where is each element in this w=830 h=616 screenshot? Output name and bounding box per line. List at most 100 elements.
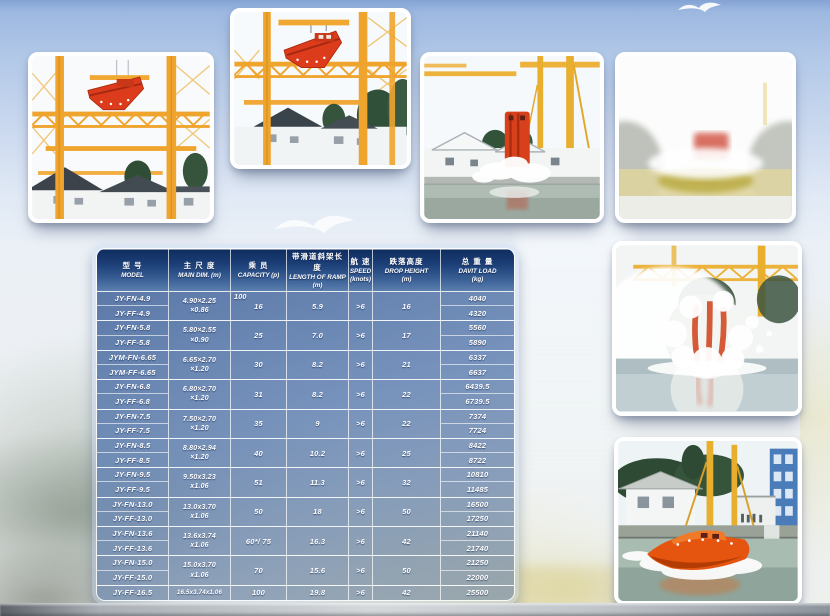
header-zh: 跌落高度 [389,257,424,267]
davit-load-cell: 4320 [441,306,514,320]
model-label: JY-FN-8.5 [114,440,151,450]
spec-table-panel: 型 号 MODEL 主 尺 度 MAIN DIM. (m) 乘 员 CAPACI… [92,244,519,605]
davit-load-cell: 6637 [441,365,514,379]
header-en: DAVIT LOAD (kg) [458,268,497,283]
davit-load-cell: 21140 [441,527,514,542]
main-dim-line1: 16.5x3.74x1.06 [176,588,223,596]
ramp-length-cell: 9 [287,409,349,438]
main-dim-line2: x1.06 [190,571,209,579]
capacity-value: 70 [254,566,263,576]
main-dim-line2: x1.06 [190,542,209,550]
main-dim-cell: 5.80×2.55 ×0.90 [169,321,231,350]
table-row-group: JY-FN-7.5 JY-FF-7.5 7.50×2.70 ×1.20 35 9… [97,408,514,438]
model-cell: JY-FF-13.6 [97,541,169,556]
capacity-value: 35 [254,419,263,429]
table-row-group: JY-FN-13.6 JY-FF-13.6 13.6x3.74 x1.06 60… [97,526,514,556]
davit-load-cell: 10810 [441,468,514,483]
model-label: JYM-FN-6.65 [108,352,157,362]
photo-lifeboat-afloat [614,437,802,605]
drop-height-cell: 25 [373,438,441,468]
table-header-row: 型 号 MODEL 主 尺 度 MAIN DIM. (m) 乘 员 CAPACI… [97,249,514,292]
davit-load-value: 21140 [466,529,489,539]
table-row-group: JY-FF-16.5 16.5x3.74x1.06 100 19.8 >6 42… [97,584,514,600]
capacity-cell: 100 [231,585,287,600]
drop-height-value: 50 [402,507,411,517]
model-label: JY-FN-6.8 [114,382,151,392]
main-dim-cell: 8.80×2.94 ×1.20 [169,438,231,468]
model-cell: JY-FF-13.0 [97,511,169,526]
main-dim-line2: x1.06 [190,483,209,491]
header-zh: 航 速 [350,257,371,267]
drop-height-cell: 42 [373,527,441,556]
capacity-cell: 40 [231,438,287,468]
model-cell: JY-FN-5.8 [97,321,169,336]
table-row-group: JY-FN-8.5 JY-FF-8.5 8.80×2.94 ×1.20 40 1… [97,437,514,468]
ramp-length-value: 9 [315,419,320,429]
ramp-length-value: 8.2 [311,389,324,399]
ramp-length-cell: 10.2 [287,438,349,468]
model-label: JY-FF-4.9 [114,308,150,318]
main-dim-cell: 16.5x3.74x1.06 [169,585,231,600]
speed-value: >6 [356,389,365,399]
capacity-value: 60*/ 75 [245,536,272,546]
capacity-value: 16 [254,301,263,311]
speed-value: >6 [356,566,365,576]
capacity-note: 100 [234,292,247,301]
model-label: JY-FN-4.9 [114,294,151,304]
column-header-main-dim: 主 尺 度 MAIN DIM. (m) [169,249,231,291]
davit-load-value: 7374 [468,411,487,421]
capacity-value: 51 [254,477,263,487]
davit-load-cell: 21740 [441,541,514,555]
model-cell: JY-FN-7.5 [97,409,169,424]
ramp-length-cell: 11.3 [287,468,349,497]
davit-load-cell: 22000 [441,571,514,585]
ramp-length-value: 5.9 [311,301,324,311]
drop-height-cell: 42 [373,585,441,600]
davit-load-cell: 6739.5 [441,394,514,408]
model-cell: JY-FN-13.0 [97,497,169,512]
davit-load-value: 21250 [466,558,489,568]
model-label: JY-FF-5.8 [114,338,150,348]
speed-value: >6 [356,331,365,341]
lifeboat-mist-illustration [619,56,792,219]
model-cell: JY-FF-16.5 [97,585,169,600]
header-zh: 乘 员 [248,261,269,271]
table-row-group: JY-FN-9.5 JY-FF-9.5 9.50x3.23 x1.06 51 1… [97,467,514,497]
davit-load-cell: 8722 [441,453,514,467]
ramp-length-cell: 16.3 [287,527,349,556]
model-cell: JY-FN-9.5 [97,468,169,483]
davit-load-cell: 17250 [441,512,514,526]
davit-load-value: 6439.5 [465,382,490,392]
drop-height-cell: 17 [373,321,441,350]
ramp-length-value: 11.3 [310,477,325,487]
davit-load-value: 4320 [468,308,487,318]
main-dim-cell: 9.50x3.23 x1.06 [169,468,231,497]
capacity-value: 100 [251,588,266,598]
main-dim-cell: 4.90×2.25 ×0.86 [169,292,231,321]
davit-load-cell: 8422 [441,439,514,454]
davit-load-value: 6337 [468,352,487,362]
ramp-length-cell: 18 [287,497,349,526]
speed-cell: >6 [349,527,373,556]
header-en: LENGTH OF RAMP (m) [289,273,346,289]
capacity-cell: 50 [231,497,287,526]
column-header-speed: 航 速 SPEED (knots) [349,249,373,291]
ramp-length-value: 7.0 [311,331,324,341]
table-row-group: JY-FN-6.8 JY-FF-6.8 6.80×2.70 ×1.20 31 8… [97,379,514,409]
davit-load-value: 8722 [468,455,487,465]
ramp-length-value: 15.6 [309,566,326,576]
main-dim-line1: 13.0x3.70 [183,503,216,511]
table-row-group: JY-FN-5.8 JY-FF-5.8 5.80×2.55 ×0.90 25 7… [97,320,514,350]
seagull-icon [274,215,354,234]
model-cell: JY-FF-4.9 [97,306,169,321]
davit-load-cell: 5890 [441,336,514,350]
davit-load-value: 25500 [466,588,489,598]
speed-cell: >6 [349,556,373,585]
model-label: JY-FN-7.5 [114,411,151,421]
main-dim-line1: 9.50x3.23 [183,474,216,482]
drop-height-value: 21 [402,360,411,370]
seagull-icon [678,2,721,12]
davit-load-cell: 16500 [441,498,514,512]
davit-load-cell: 25500 [441,586,514,600]
ramp-length-cell: 7.0 [287,321,349,350]
